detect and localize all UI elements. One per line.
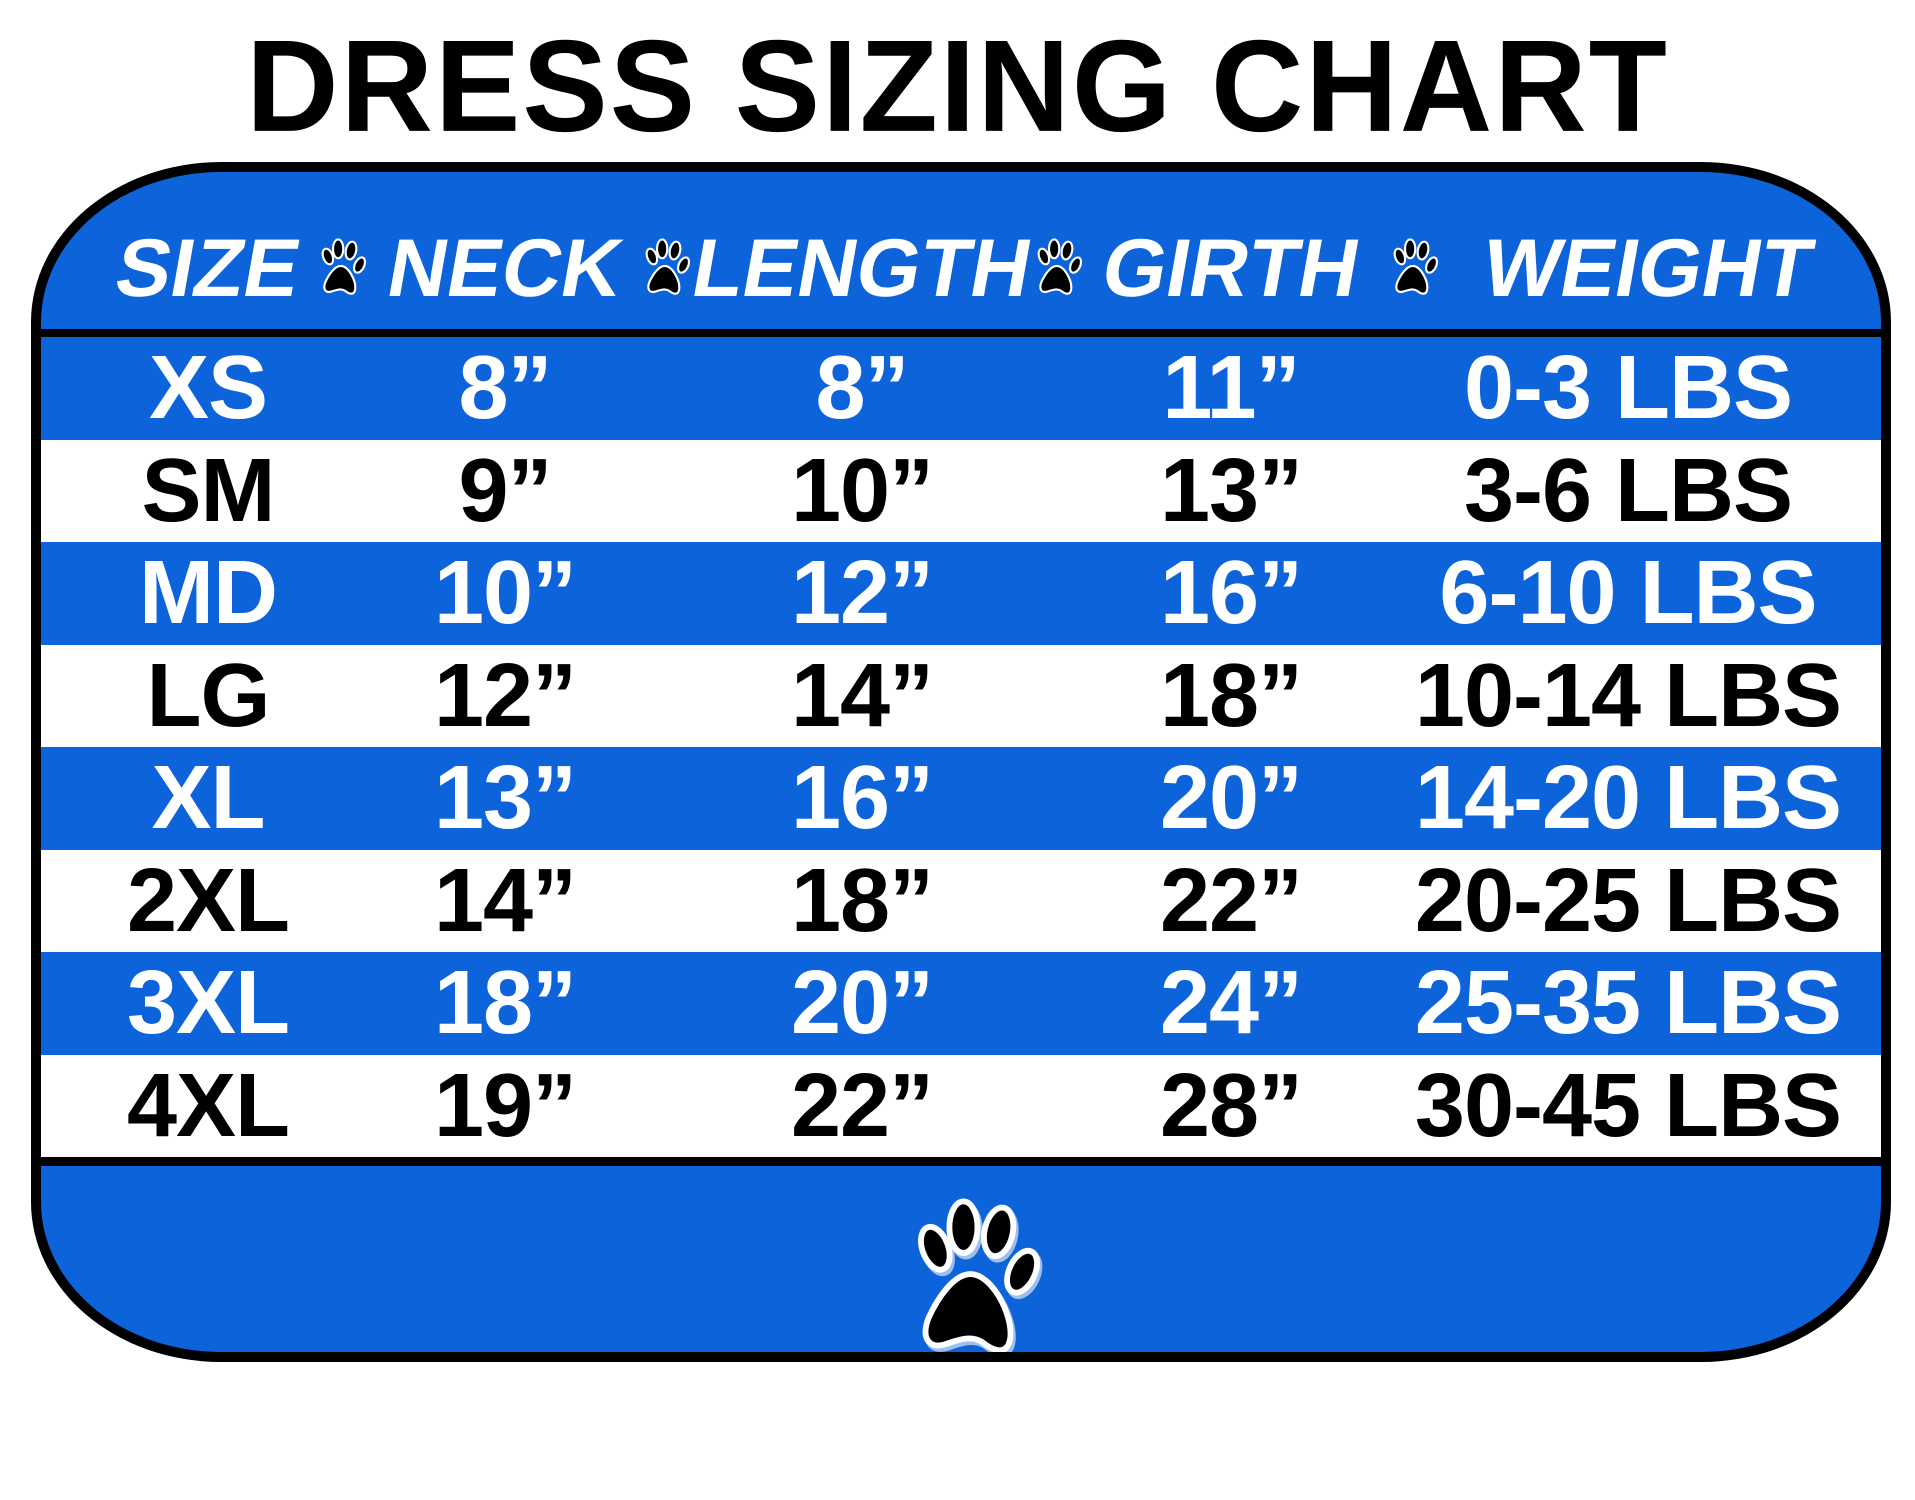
- cell-girth: 28”: [1159, 1055, 1303, 1156]
- cell-neck: 10”: [433, 543, 577, 643]
- cell-neck: 18”: [433, 953, 577, 1053]
- cell-girth: 11”: [1162, 338, 1300, 438]
- cell-size: 4XL: [126, 1055, 290, 1156]
- header-length: LENGTH: [685, 223, 1039, 314]
- cell-length: 12”: [790, 543, 934, 643]
- cell-weight: 0-3 LBS: [1463, 338, 1793, 438]
- cell-size: 2XL: [126, 850, 290, 951]
- cell-neck: 14”: [433, 850, 577, 951]
- cell-girth: 24”: [1159, 953, 1303, 1053]
- cell-girth: 18”: [1159, 645, 1303, 746]
- table-row: XL 13” 16” 20” 14-20 LBS: [41, 747, 1881, 850]
- cell-size: XS: [148, 338, 268, 438]
- table-body: XS 8” 8” 11” 0-3 LBS SM 9” 10” 13” 3-6 LBS MD 10” 12…: [41, 337, 1881, 1157]
- paw-print-icon: [319, 238, 369, 295]
- cell-length: 10”: [790, 440, 934, 541]
- cell-weight: 30-45 LBS: [1414, 1055, 1842, 1156]
- cell-weight: 6-10 LBS: [1439, 543, 1817, 643]
- cell-length: 14”: [790, 645, 934, 746]
- table-row: 2XL 14” 18” 22” 20-25 LBS: [41, 849, 1881, 952]
- header-neck: NECK: [380, 223, 630, 314]
- paw-print-icon: [643, 238, 693, 295]
- cell-weight: 3-6 LBS: [1463, 440, 1793, 541]
- cell-size: XL: [151, 748, 265, 848]
- table-row: LG 12” 14” 18” 10-14 LBS: [41, 644, 1881, 747]
- header-weight: WEIGHT: [1476, 223, 1821, 314]
- cell-size: LG: [146, 645, 271, 746]
- cell-neck: 13”: [433, 748, 577, 848]
- cell-weight: 20-25 LBS: [1414, 850, 1842, 951]
- paw-print-icon: [1035, 238, 1085, 295]
- table-row: XS 8” 8” 11” 0-3 LBS: [41, 337, 1881, 440]
- cell-weight: 10-14 LBS: [1414, 645, 1842, 746]
- cell-girth: 20”: [1159, 748, 1303, 848]
- cell-length: 8”: [815, 338, 909, 438]
- cell-weight: 14-20 LBS: [1414, 748, 1842, 848]
- header-size: SIZE: [108, 223, 308, 314]
- header-girth: GIRTH: [1095, 223, 1367, 314]
- cell-length: 20”: [790, 953, 934, 1053]
- cell-length: 22”: [790, 1055, 934, 1156]
- cell-length: 16”: [790, 748, 934, 848]
- header-divider: [41, 329, 1881, 337]
- paw-print-icon: [896, 1192, 1052, 1362]
- paw-print-icon: [1391, 238, 1441, 295]
- cell-neck: 8”: [458, 338, 552, 438]
- table-row: MD 10” 12” 16” 6-10 LBS: [41, 542, 1881, 645]
- chart-title: DRESS SIZING CHART: [246, 13, 1669, 160]
- table-header: SIZE NECK LENGTH GIRTH WEIGHT: [41, 172, 1881, 337]
- cell-size: SM: [141, 440, 276, 541]
- cell-girth: 16”: [1159, 543, 1303, 643]
- cell-size: MD: [139, 543, 278, 643]
- sizing-table: SIZE NECK LENGTH GIRTH WEIGHT XS 8” 8” 11” 0…: [31, 162, 1891, 1362]
- footer-divider: [41, 1157, 1881, 1166]
- cell-neck: 19”: [433, 1055, 577, 1156]
- table-row: 3XL 18” 20” 24” 25-35 LBS: [41, 952, 1881, 1055]
- table-row: SM 9” 10” 13” 3-6 LBS: [41, 439, 1881, 542]
- cell-weight: 25-35 LBS: [1414, 953, 1842, 1053]
- cell-girth: 22”: [1159, 850, 1303, 951]
- cell-neck: 12”: [433, 645, 577, 746]
- cell-size: 3XL: [126, 953, 290, 1053]
- cell-length: 18”: [790, 850, 934, 951]
- cell-girth: 13”: [1159, 440, 1303, 541]
- cell-neck: 9”: [458, 440, 552, 541]
- table-row: 4XL 19” 22” 28” 30-45 LBS: [41, 1054, 1881, 1157]
